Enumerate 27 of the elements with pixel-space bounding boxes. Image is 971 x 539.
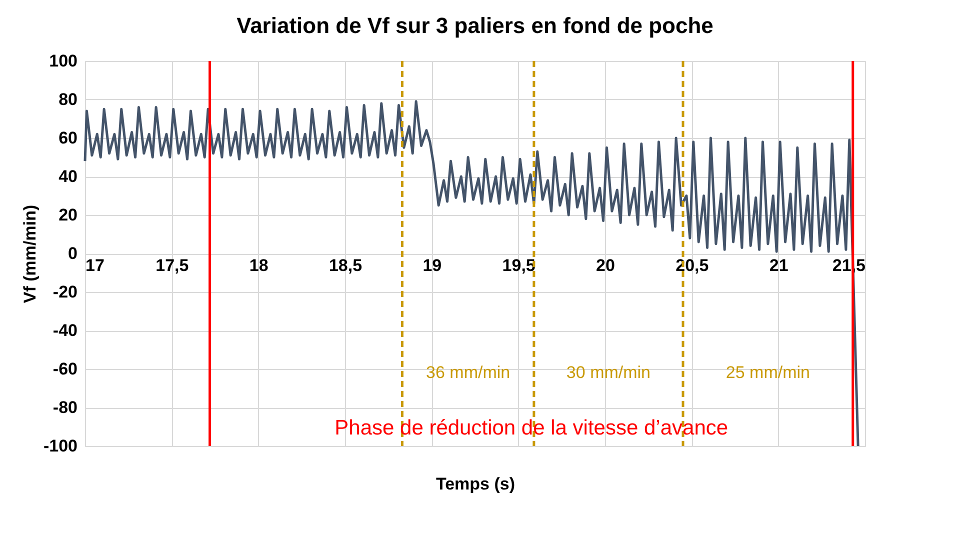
- x-tick-label: 19: [422, 256, 442, 275]
- x-tick-label: 20,5: [676, 256, 709, 275]
- y-tick-label: -100: [43, 436, 78, 456]
- y-tick-label: 40: [58, 167, 78, 186]
- y-tick-label: 80: [58, 90, 78, 109]
- y-tick-label: -60: [52, 360, 78, 378]
- y-tick-label: 100: [49, 52, 78, 70]
- chart-title: Variation de Vf sur 3 paliers en fond de poche: [236, 13, 714, 38]
- y-tick-label: -80: [52, 398, 78, 417]
- x-axis-title: Temps (s): [436, 474, 516, 494]
- x-tick-label: 17,5: [156, 256, 189, 275]
- annotation: 30 mm/min: [566, 362, 651, 382]
- x-tick-label: 19,5: [502, 256, 536, 275]
- x-tick-label: 17: [86, 256, 104, 275]
- annotation: Phase de réduction de la vitesse d’avance: [334, 416, 728, 440]
- y-tick-label: 0: [68, 244, 78, 263]
- annotation: 36 mm/min: [426, 362, 510, 382]
- y-tick-label: 20: [58, 206, 78, 224]
- y-tick-label: -40: [52, 321, 78, 340]
- x-tick-label: 18: [249, 256, 268, 275]
- annotation: 25 mm/min: [726, 362, 810, 382]
- y-tick-label: 60: [58, 128, 78, 148]
- x-tick-label: 20: [596, 256, 615, 275]
- x-tick-label: 21: [769, 256, 788, 275]
- x-tick-label: 18,5: [328, 256, 362, 275]
- y-tick-label: -20: [52, 282, 78, 302]
- y-axis-title: Vf (mm/min): [20, 204, 40, 304]
